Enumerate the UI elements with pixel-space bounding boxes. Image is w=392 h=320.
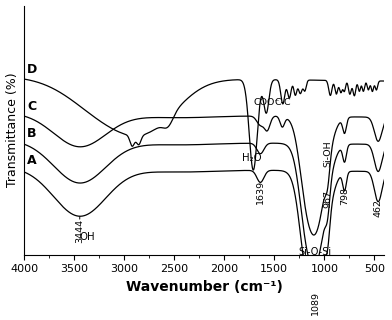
Text: A: A [27, 154, 37, 167]
Text: C-C: C-C [274, 98, 291, 107]
Text: 1639: 1639 [256, 180, 265, 204]
Text: 798: 798 [340, 187, 349, 205]
Text: Si-OH: Si-OH [323, 140, 332, 167]
Text: 3444: 3444 [75, 219, 84, 243]
Text: 1089: 1089 [311, 291, 320, 315]
Text: 967: 967 [323, 190, 332, 208]
Text: C: C [27, 100, 36, 113]
Text: COO⁻: COO⁻ [253, 98, 280, 107]
Text: D: D [27, 63, 37, 76]
Text: 462: 462 [374, 199, 383, 217]
Text: B: B [27, 127, 36, 140]
Y-axis label: Transmittance (%): Transmittance (%) [5, 73, 18, 188]
Text: OH: OH [79, 232, 95, 242]
X-axis label: Wavenumber (cm⁻¹): Wavenumber (cm⁻¹) [126, 280, 283, 294]
Text: Si-O-Si: Si-O-Si [299, 247, 332, 257]
Text: H₂O: H₂O [243, 153, 262, 163]
